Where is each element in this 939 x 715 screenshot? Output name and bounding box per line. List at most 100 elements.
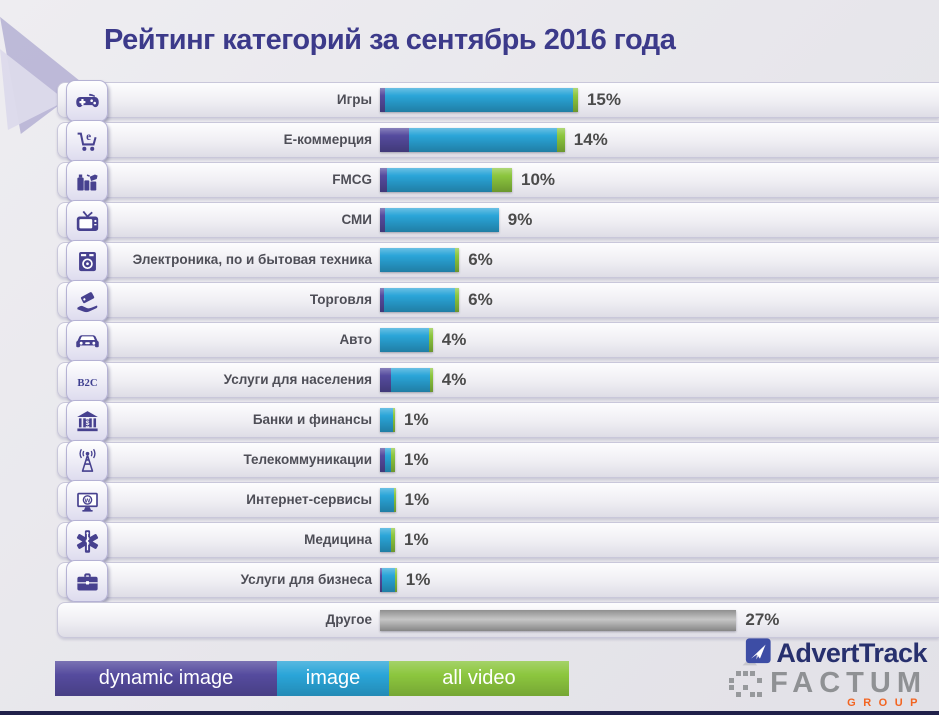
stacked-bar xyxy=(380,208,499,232)
category-row: B2C Услуги для населения 4% xyxy=(0,360,939,402)
category-row: w Интернет-сервисы 1% xyxy=(0,480,939,522)
category-label: Банки и финансы xyxy=(252,412,372,427)
car-icon xyxy=(66,320,108,362)
factum-logo: FACTUM xyxy=(726,667,927,700)
category-row: FMCG 10% xyxy=(0,160,939,202)
stacked-bar xyxy=(380,288,460,312)
category-row: e Е-коммерция 14% xyxy=(0,120,939,162)
category-row: Другое 27% xyxy=(0,602,939,638)
bar-area: 6% xyxy=(380,282,493,318)
bar-segment-all-video xyxy=(391,448,395,472)
bar-segment-all-video xyxy=(393,488,396,512)
bar-segment-image xyxy=(384,448,392,472)
bar-area: 10% xyxy=(380,162,555,198)
chart-rows: Игры 15% e Е-коммерция 14% FMCG 10% СМИ 9% Электр… xyxy=(0,80,939,642)
bar-area: 4% xyxy=(380,322,466,358)
bar-segment-image xyxy=(380,328,429,352)
svg-text:B2C: B2C xyxy=(77,376,97,388)
factum-group-label: GROUP xyxy=(847,697,925,709)
bar-segment-dynamic-image xyxy=(380,368,391,392)
bar-value-label: 1% xyxy=(404,410,429,429)
bar-segment-dynamic-image xyxy=(380,128,410,152)
adverttrack-logo: AdvertTrack xyxy=(726,635,927,671)
bar-value-label: 6% xyxy=(468,290,493,309)
bar-value-label: 27% xyxy=(745,610,780,629)
legend-image-label: image xyxy=(305,667,361,689)
medicine-icon xyxy=(66,520,108,562)
stacked-bar xyxy=(380,448,395,472)
bar-area: 15% xyxy=(380,82,621,118)
bar-segment-image xyxy=(385,88,573,112)
category-label: Е-коммерция xyxy=(283,132,372,147)
tv-icon xyxy=(66,200,108,242)
legend-dynamic-image: dynamic image xyxy=(55,661,277,696)
bar-area: 1% xyxy=(380,562,430,598)
bar-segment-dynamic-image xyxy=(380,208,386,232)
category-row: Игры 15% xyxy=(0,80,939,122)
row-band xyxy=(57,282,939,318)
other-bar xyxy=(380,609,737,631)
legend-image: image xyxy=(277,661,389,696)
legend-all-video-label: all video xyxy=(442,667,516,689)
row-band xyxy=(57,242,939,278)
bar-segment-all-video xyxy=(492,168,512,192)
category-label: Интернет-сервисы xyxy=(246,492,372,507)
bar-segment-image xyxy=(383,288,456,312)
category-label: FMCG xyxy=(332,172,372,187)
adverttrack-wordmark: AdvertTrack xyxy=(776,637,927,668)
bar-segment-all-video xyxy=(428,328,433,352)
factum-dots-icon xyxy=(729,670,763,697)
bar-segment-other xyxy=(380,609,737,631)
bar-area: 1% xyxy=(380,482,429,518)
category-label: Авто xyxy=(339,332,372,347)
bar-area: 1% xyxy=(380,442,429,478)
category-row: СМИ 9% xyxy=(0,200,939,242)
category-row: $ Банки и финансы 1% xyxy=(0,400,939,442)
row-band xyxy=(57,442,939,478)
factum-wordmark: FACTUM xyxy=(770,667,927,699)
telecom-tower-icon xyxy=(66,440,108,482)
bar-segment-image xyxy=(409,128,557,152)
row-band xyxy=(57,402,939,438)
bottom-edge-strip xyxy=(0,711,939,715)
bar-segment-all-video xyxy=(572,88,578,112)
row-band xyxy=(57,362,939,398)
bar-area: 1% xyxy=(380,522,429,558)
bar-value-label: 1% xyxy=(404,530,429,549)
bar-area: 6% xyxy=(380,242,493,278)
chart-title: Рейтинг категорий за сентябрь 2016 года xyxy=(104,24,676,56)
category-label: СМИ xyxy=(341,212,372,227)
bar-segment-dynamic-image xyxy=(380,568,382,592)
bar-segment-all-video xyxy=(392,408,395,432)
appliances-icon xyxy=(66,240,108,282)
category-label: Услуги для бизнеса xyxy=(240,572,372,587)
stacked-bar xyxy=(380,368,433,392)
bar-segment-all-video xyxy=(556,128,565,152)
category-label: Электроника, по и бытовая техника xyxy=(132,252,372,267)
bar-segment-image xyxy=(390,368,431,392)
bar-segment-image xyxy=(385,208,499,232)
fmcg-products-icon xyxy=(66,160,108,202)
bar-segment-all-video xyxy=(394,568,397,592)
category-row: Телекоммуникации 1% xyxy=(0,440,939,482)
bar-segment-dynamic-image xyxy=(380,168,387,192)
svg-text:e: e xyxy=(86,130,91,142)
category-label: Услуги для населения xyxy=(223,372,372,387)
svg-text:w: w xyxy=(83,495,90,504)
category-row: Торговля 6% xyxy=(0,280,939,322)
stacked-bar xyxy=(380,408,395,432)
bar-area: 1% xyxy=(380,402,429,438)
bar-segment-dynamic-image xyxy=(380,88,386,112)
category-row: Электроника, по и бытовая техника 6% xyxy=(0,240,939,282)
bar-value-label: 1% xyxy=(404,490,430,509)
stacked-bar xyxy=(380,248,460,272)
bar-segment-image xyxy=(380,488,394,512)
bar-segment-all-video xyxy=(430,368,433,392)
legend-dynamic-image-label: dynamic image xyxy=(98,667,234,689)
category-row: Медицина 1% xyxy=(0,520,939,562)
category-label: Медицина xyxy=(304,532,372,547)
bar-segment-image xyxy=(386,168,493,192)
bar-segment-image xyxy=(380,528,391,552)
category-label: Игры xyxy=(336,92,372,107)
